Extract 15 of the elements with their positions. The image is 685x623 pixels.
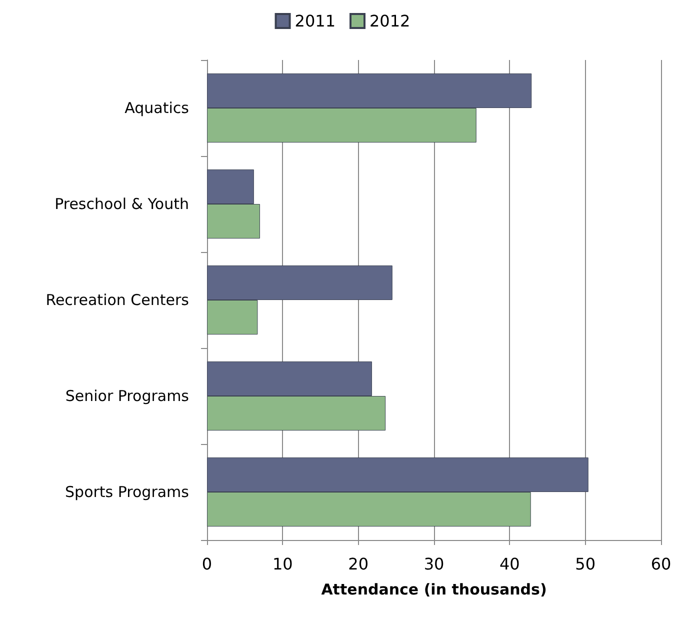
x-tick-label: 50 [575, 554, 596, 574]
x-tick-label: 40 [499, 554, 520, 574]
x-tick-label: 0 [202, 554, 212, 574]
legend-label: 2012 [370, 12, 410, 30]
x-tick-label: 30 [424, 554, 444, 574]
y-tick-label: Recreation Centers [46, 291, 190, 309]
legend-label: 2011 [294, 12, 336, 30]
x-tick-label: 10 [272, 554, 293, 574]
x-axis-title: Attendance (in thousands) [321, 580, 547, 598]
y-tick-label: Aquatics [124, 99, 190, 117]
y-tick-label: Sports Programs [65, 483, 190, 501]
x-tick-label: 60 [650, 554, 672, 574]
y-tick-label: Senior Programs [65, 387, 190, 405]
y-tick-label: Preschool & Youth [54, 195, 189, 213]
x-tick-label: 20 [348, 554, 369, 574]
